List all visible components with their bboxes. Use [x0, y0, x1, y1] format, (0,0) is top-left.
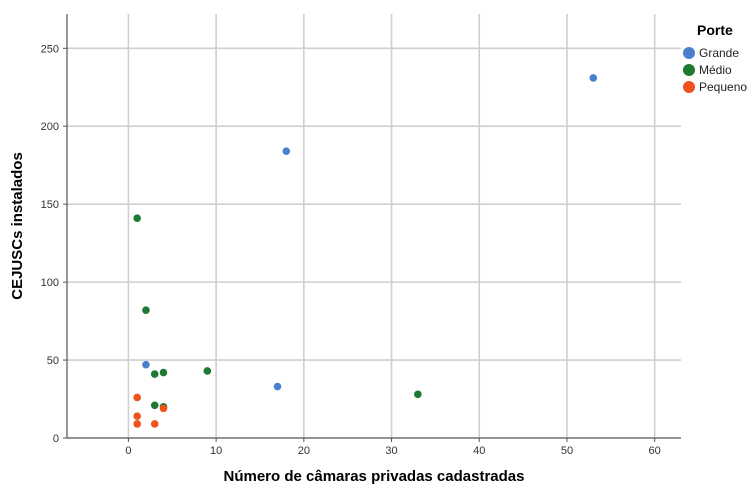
point-grande — [282, 147, 291, 155]
x-tick-label: 10 — [210, 445, 222, 457]
point-pequeno — [159, 404, 168, 413]
point-medio — [150, 370, 159, 378]
y-axis-title: CEJUSCs instalados — [9, 152, 26, 300]
plot-area — [67, 14, 681, 438]
point-medio — [150, 401, 159, 410]
point-medio — [203, 367, 212, 375]
legend-marker-grande — [683, 47, 695, 59]
point-medio — [414, 390, 422, 399]
point-medio — [159, 368, 168, 377]
legend-title: Porte — [697, 22, 733, 38]
tick-labels: 0 10 20 30 40 50 60 0 50 100 150 200 250 — [41, 43, 661, 457]
x-tick-label: 20 — [298, 445, 310, 457]
legend-marker-medio — [683, 64, 695, 76]
legend-label-medio: Médio — [699, 63, 732, 77]
x-tick-label: 50 — [561, 445, 573, 457]
y-tick-label: 0 — [53, 433, 59, 445]
x-tick-label: 60 — [649, 445, 661, 457]
point-pequeno — [150, 420, 159, 428]
y-tick-label: 250 — [41, 43, 59, 55]
legend-label-pequeno: Pequeno — [699, 80, 747, 94]
point-grande — [273, 382, 282, 391]
legend: Porte Grande Médio Pequeno — [683, 22, 747, 94]
x-tick-label: 40 — [473, 445, 485, 457]
point-pequeno — [133, 393, 141, 402]
legend-label-grande: Grande — [699, 46, 739, 60]
y-tick-label: 100 — [41, 277, 59, 289]
y-tick-label: 200 — [41, 121, 59, 133]
x-axis-title: Número de câmaras privadas cadastradas — [224, 468, 525, 485]
point-pequeno — [133, 412, 141, 420]
point-medio — [142, 306, 150, 314]
x-tick-label: 0 — [125, 445, 131, 457]
y-tick-label: 150 — [41, 199, 59, 211]
point-grande — [142, 360, 150, 369]
point-grande — [589, 74, 598, 82]
axes — [63, 14, 681, 442]
grid-lines — [67, 14, 681, 438]
point-medio — [133, 214, 141, 223]
point-pequeno — [133, 420, 141, 428]
legend-marker-pequeno — [683, 81, 695, 93]
data-points — [133, 74, 598, 428]
y-tick-label: 50 — [47, 355, 59, 367]
x-tick-label: 30 — [385, 445, 397, 457]
